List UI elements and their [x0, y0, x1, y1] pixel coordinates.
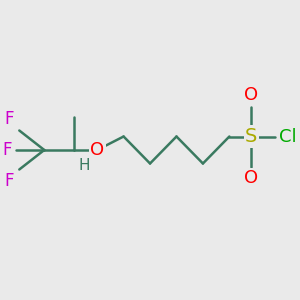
- Text: O: O: [244, 85, 259, 103]
- Text: O: O: [90, 141, 104, 159]
- Text: F: F: [2, 141, 12, 159]
- Text: F: F: [4, 110, 14, 128]
- Text: S: S: [245, 127, 258, 146]
- Text: Cl: Cl: [279, 128, 297, 146]
- Text: H: H: [79, 158, 90, 172]
- Text: O: O: [244, 169, 259, 188]
- Text: F: F: [4, 172, 14, 190]
